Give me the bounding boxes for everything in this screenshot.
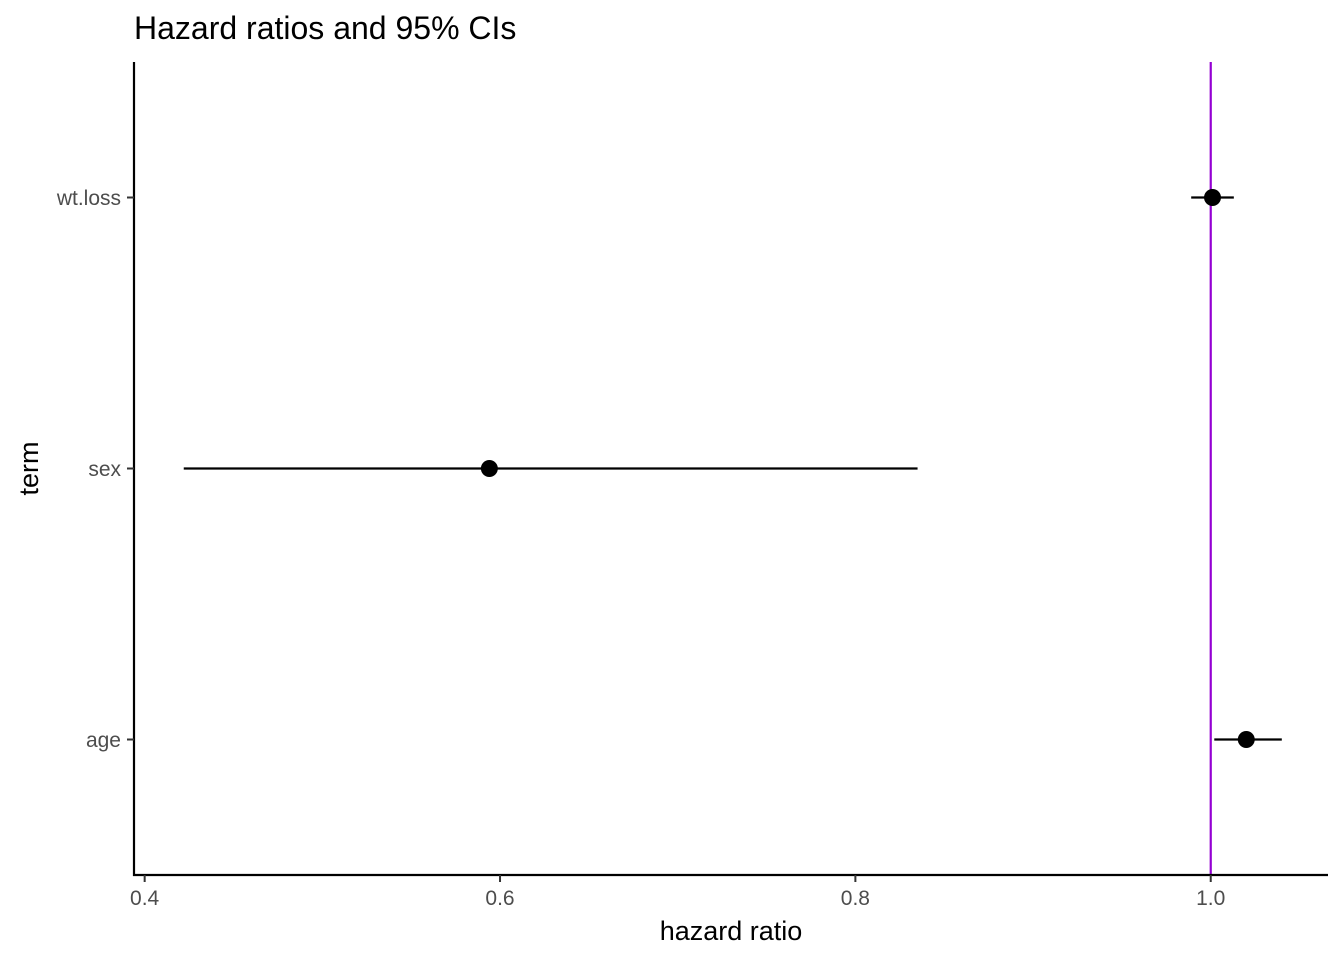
y-tick-label: wt.loss — [56, 187, 121, 210]
y-tick-label: sex — [88, 458, 121, 481]
y-axis-ticks: wt.loss sex age — [56, 187, 134, 752]
x-tick-label: 0.6 — [485, 887, 514, 910]
y-axis-title: term — [14, 442, 44, 496]
x-tick-label: 0.8 — [841, 887, 870, 910]
chart-title: Hazard ratios and 95% CIs — [134, 10, 516, 46]
y-tick-label: age — [86, 729, 121, 752]
x-tick-label: 1.0 — [1196, 887, 1225, 910]
x-axis-ticks: 0.4 0.6 0.8 1.0 — [130, 875, 1225, 910]
x-axis-title: hazard ratio — [660, 916, 803, 946]
x-tick-label: 0.4 — [130, 887, 160, 910]
estimate-point-sex — [480, 460, 498, 477]
estimate-point-age — [1237, 731, 1255, 748]
plot-panel — [183, 62, 1282, 875]
estimate-point-wt-loss — [1204, 189, 1222, 206]
